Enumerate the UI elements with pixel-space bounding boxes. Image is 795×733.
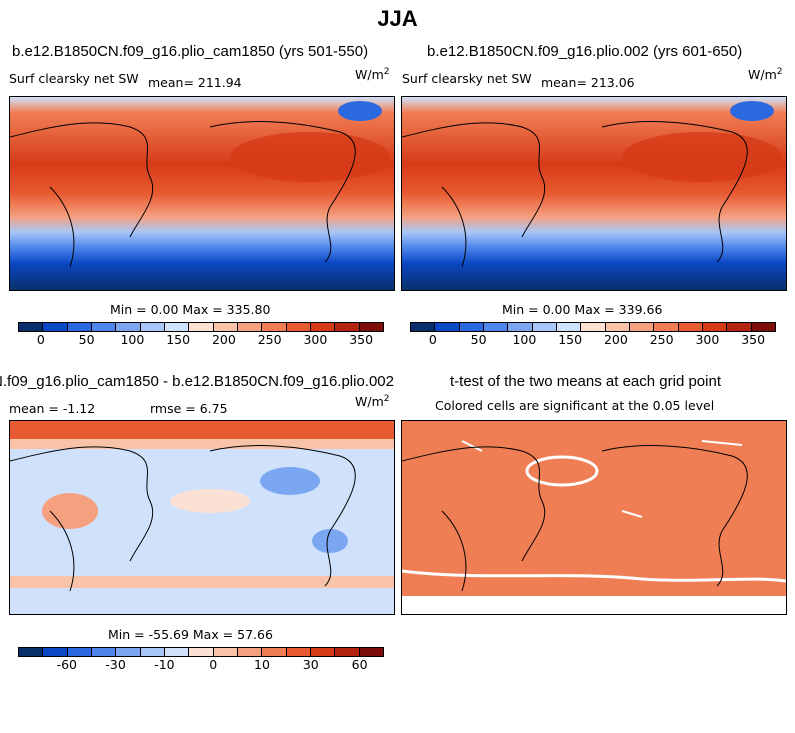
colorbar-swatch [508, 323, 533, 331]
colorbar-tick-label: 150 [558, 332, 583, 347]
panel1-units: W/m2 [355, 67, 390, 83]
colorbar-swatch [43, 323, 68, 331]
colorbar-swatch [727, 323, 752, 331]
panel2-mean: mean= 213.06 [541, 75, 635, 90]
colorbar-swatch [359, 648, 383, 656]
colorbar-tick-label: 350 [741, 332, 766, 347]
colorbar-swatch [67, 648, 92, 656]
colorbar-2: 0 50 100 150 200 250 300 350 [410, 322, 776, 348]
colorbar-swatch [483, 323, 509, 331]
colorbar-tick-label: -10 [154, 657, 175, 672]
colorbar-swatch [654, 323, 679, 331]
map-panel-4 [401, 420, 787, 615]
colorbar-tick-label: 300 [695, 332, 720, 347]
panel1-mean: mean= 211.94 [148, 75, 242, 90]
colorbar-swatch [435, 323, 460, 331]
colorbar-tick-label: 100 [120, 332, 145, 347]
colorbar-swatch [581, 323, 606, 331]
colorbar-swatch [605, 323, 630, 331]
panel3-rmse: rmse = 6.75 [150, 401, 228, 416]
panel1-minmax: Min = 0.00 Max = 335.80 [110, 302, 271, 317]
colorbar-tick-label: -30 [105, 657, 126, 672]
colorbar-tick-label: 0 [428, 332, 437, 347]
panel3-units: W/m2 [355, 394, 390, 410]
colorbar-swatch [262, 323, 287, 331]
colorbar-swatch [19, 323, 44, 331]
colorbar-swatch [140, 648, 165, 656]
colorbar-tick-label: 10 [254, 657, 270, 672]
colorbar-swatch [116, 323, 141, 331]
panel4-subtitle: Colored cells are significant at the 0.0… [435, 398, 715, 413]
colorbar-tick-label: -60 [56, 657, 78, 672]
colorbar-tick-label: 50 [78, 332, 95, 347]
colorbar-tick-label: 0 [36, 332, 45, 347]
colorbar-swatch [411, 323, 436, 331]
map-panel-1 [9, 96, 395, 291]
colorbar-3: -60 -30 -10 0 10 30 60 [18, 647, 384, 673]
page-title: JJA [377, 6, 418, 31]
colorbar-tick-label: 250 [257, 332, 282, 347]
colorbar-swatch [359, 323, 383, 331]
colorbar-swatch [335, 323, 360, 331]
colorbar-swatch [213, 323, 238, 331]
colorbar-tick-label: 150 [166, 332, 191, 347]
colorbar-tick-label: 30 [302, 657, 319, 672]
colorbar-swatch [459, 323, 484, 331]
colorbar-swatch [91, 323, 117, 331]
colorbar-swatch [678, 323, 703, 331]
colorbar-swatch [237, 648, 263, 656]
colorbar-swatch [213, 648, 238, 656]
panel1-variable: Surf clearsky net SW [9, 71, 139, 86]
panel2-units: W/m2 [748, 67, 783, 83]
colorbar-1: 0 50 100 150 200 250 300 350 [18, 322, 384, 348]
colorbar-swatch [237, 323, 263, 331]
colorbar-tick-label: 50 [470, 332, 487, 347]
panel3-mean: mean = -1.12 [9, 401, 96, 416]
colorbar-swatch [189, 648, 214, 656]
map-panel-2 [401, 96, 787, 291]
colorbar-swatch [43, 648, 68, 656]
colorbar-tick-label: 300 [303, 332, 328, 347]
colorbar-swatch [140, 323, 165, 331]
colorbar-tick-label: 250 [649, 332, 674, 347]
panel2-title: b.e12.B1850CN.f09_g16.plio.002 (yrs 601-… [427, 43, 743, 60]
colorbar-tick-label: 0 [209, 657, 218, 672]
panel1-title: b.e12.B1850CN.f09_g16.plio_cam1850 (yrs … [12, 43, 369, 60]
colorbar-swatch [310, 323, 336, 331]
colorbar-tick-label: 200 [211, 332, 236, 347]
colorbar-swatch [91, 648, 117, 656]
colorbar-swatch [532, 323, 557, 331]
colorbar-swatch [189, 323, 214, 331]
panel3-title: b.e12.B1850CN.f09_g16.plio_cam1850 - b.e… [0, 373, 394, 390]
panel3-minmax: Min = -55.69 Max = 57.66 [108, 627, 273, 642]
panel2-minmax: Min = 0.00 Max = 339.66 [502, 302, 663, 317]
colorbar-swatch [556, 323, 582, 331]
colorbar-swatch [164, 323, 190, 331]
colorbar-tick-label: 350 [349, 332, 374, 347]
colorbar-swatch [67, 323, 92, 331]
colorbar-swatch [310, 648, 336, 656]
colorbar-swatch [629, 323, 655, 331]
colorbar-swatch [19, 648, 44, 656]
colorbar-tick-label: 100 [512, 332, 537, 347]
colorbar-tick-label: 60 [351, 657, 368, 672]
map-panel-3 [9, 420, 395, 615]
colorbar-tick-label: 200 [603, 332, 628, 347]
colorbar-swatch [116, 648, 141, 656]
colorbar-swatch [702, 323, 728, 331]
colorbar-swatch [286, 648, 311, 656]
colorbar-swatch [286, 323, 311, 331]
colorbar-swatch [335, 648, 360, 656]
colorbar-swatch [164, 648, 190, 656]
colorbar-swatch [751, 323, 775, 331]
colorbar-swatch [262, 648, 287, 656]
panel2-variable: Surf clearsky net SW [402, 71, 532, 86]
panel4-title: t-test of the two means at each grid poi… [450, 373, 721, 390]
